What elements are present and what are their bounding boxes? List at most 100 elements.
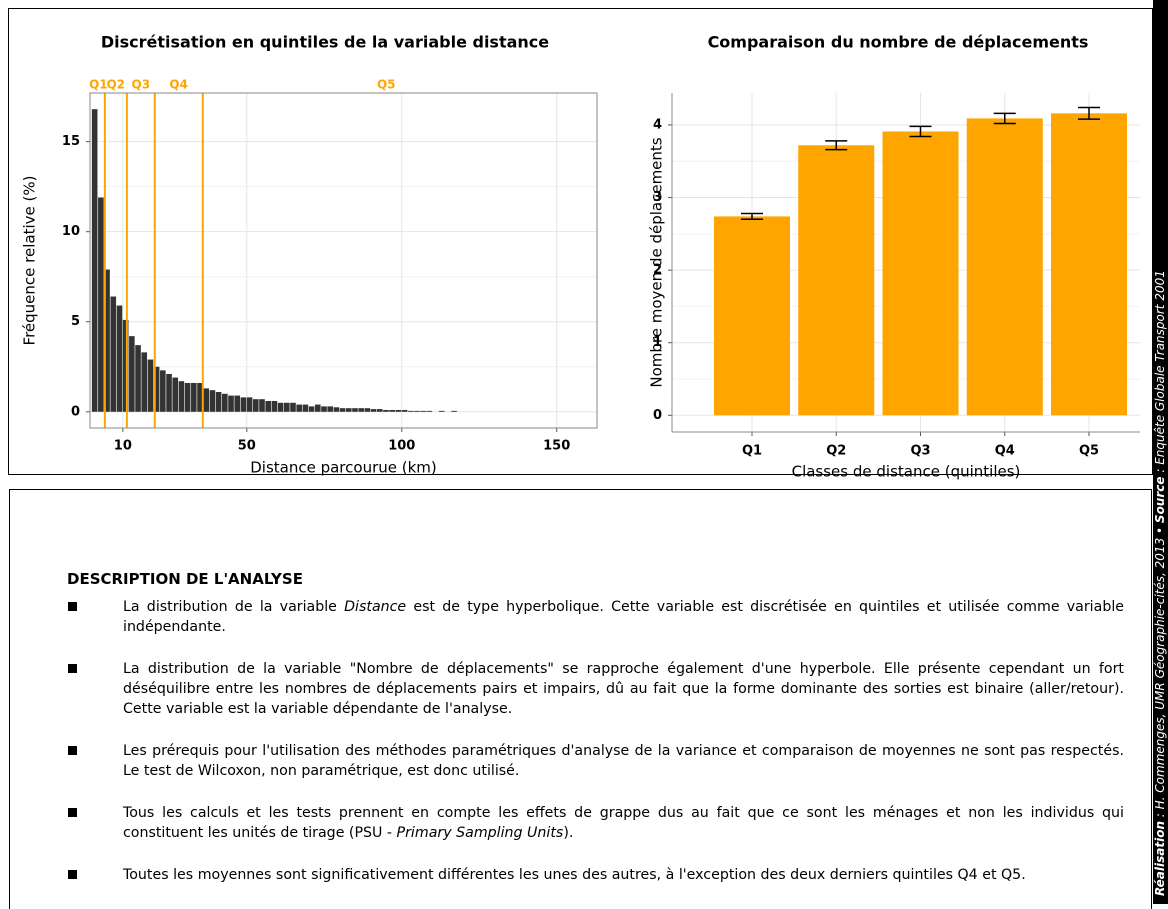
histogram-bar (203, 388, 210, 412)
histogram-bar (191, 382, 197, 412)
y-tick-label: 2 (653, 263, 662, 278)
bullet-square (68, 870, 77, 879)
histogram-bar (302, 404, 309, 412)
chart-title: Comparaison du nombre de déplacements (708, 33, 1089, 52)
y-axis-title: Fréquence relative (%) (21, 176, 39, 346)
histogram-bar (259, 399, 265, 412)
bullet-text: Tous les calculs et les tests prennent e… (123, 805, 1124, 841)
histogram-bar (215, 391, 222, 412)
quintile-label: Q5 (377, 78, 396, 92)
histogram-bar (234, 395, 241, 412)
bullet-text: Primary Sampling Units (396, 825, 564, 841)
x-tick-label: 100 (388, 439, 415, 454)
histogram-bar (296, 404, 302, 412)
histogram-bar (376, 409, 383, 412)
histogram-bar (364, 408, 371, 412)
bullet-text: Toutes les moyennes sont significativeme… (123, 867, 1026, 883)
histogram-bar (420, 410, 426, 412)
y-tick-label: 0 (71, 404, 80, 419)
histogram-bar (407, 410, 414, 412)
histogram-bar (91, 109, 98, 412)
quintile-label: Q2 (106, 78, 125, 92)
histogram-bar (209, 390, 216, 412)
bullet: La distribution de la variable Distance … (68, 597, 1124, 637)
y-tick-label: 15 (62, 134, 80, 149)
chart-title: Discrétisation en quintiles de la variab… (101, 33, 549, 52)
histogram-bar (383, 409, 389, 412)
histogram-bar (197, 382, 203, 412)
histogram-bar (104, 269, 110, 412)
credit-strip: Réalisation : H. Commenges, UMR Géograph… (1153, 0, 1168, 904)
bullet-list: La distribution de la variable Distance … (68, 597, 1124, 907)
bullet-text: ). (563, 825, 574, 841)
bullet-text: est de type hyperbolique. Cette variable… (123, 599, 1124, 635)
x-tick-label: 50 (238, 439, 256, 454)
bullet-text: Les prérequis pour l'utilisation des mét… (123, 743, 1124, 779)
plot-background (90, 93, 597, 428)
credit-text: : Enquête Globale Transport 2001 (1153, 270, 1167, 477)
bullet-text: Distance (344, 599, 407, 615)
bar (798, 145, 875, 416)
quintile-label: Q4 (169, 78, 188, 92)
histogram-bar (228, 395, 234, 412)
histogram-bar (265, 400, 272, 412)
histogram-bar (222, 393, 228, 412)
histogram-bar (178, 381, 185, 412)
bullet: Les prérequis pour l'utilisation des mét… (68, 741, 1124, 781)
histogram-bar (271, 400, 278, 412)
histogram-bar (240, 397, 247, 412)
histogram-bar (414, 410, 420, 412)
bullet-text: La distribution de la variable "Nombre d… (123, 661, 1124, 717)
bar (882, 131, 959, 416)
histogram-bar (153, 366, 160, 412)
histogram-bar (110, 296, 117, 412)
x-tick-label: 10 (114, 439, 132, 454)
histogram-bar (129, 336, 135, 412)
bar (714, 216, 790, 416)
histogram-bar (370, 409, 377, 412)
histogram-bar (135, 345, 141, 412)
quintile-label: Q3 (132, 78, 151, 92)
y-tick-label: 0 (653, 408, 662, 423)
x-axis-title: Distance parcourue (km) (250, 459, 437, 477)
histogram-bar (166, 373, 172, 412)
x-axis-title: Classes de distance (quintiles) (792, 463, 1021, 481)
histogram-bar (314, 404, 321, 412)
credit: Réalisation : H. Commenges, UMR Géograph… (1153, 270, 1167, 896)
histogram-bar (426, 410, 433, 412)
plot-border (89, 92, 598, 429)
bullet-square (68, 664, 77, 673)
bar (966, 118, 1043, 416)
histogram-bar (160, 370, 166, 412)
x-tick-label: 150 (543, 439, 570, 454)
x-tick-label: Q1 (742, 444, 762, 459)
description-panel: DESCRIPTION DE L'ANALYSE La distribution… (9, 489, 1152, 909)
histogram-bar (308, 406, 315, 412)
histogram-bar (389, 409, 395, 412)
bullet-square (68, 746, 77, 755)
histogram-bar (116, 305, 123, 412)
credit-text: : H. Commenges, UMR Géographie-cités, 20… (1153, 523, 1167, 822)
histogram-bar (352, 408, 358, 412)
credit-text: Réalisation (1153, 821, 1167, 896)
charts: 0 5 10 15 Discrétisation en quintiles de la … (8, 8, 1153, 481)
histogram-bar (345, 408, 352, 412)
bullet-text: La distribution de la variable (123, 599, 345, 615)
histogram-bar (438, 410, 445, 412)
y-tick-label: 10 (62, 224, 80, 239)
bullet: Tous les calculs et les tests prennent e… (68, 803, 1124, 843)
y-tick-label: 5 (71, 314, 80, 329)
credit-text: Source (1153, 476, 1167, 524)
histogram-bar (395, 409, 402, 412)
histogram-bar (184, 382, 191, 412)
bullet: La distribution de la variable "Nombre d… (68, 659, 1124, 719)
histogram-bar (122, 319, 129, 412)
histogram-bar (283, 402, 290, 412)
y-axis-title: Nombre moyen de déplacements (648, 137, 666, 387)
y-tick-label: 4 (653, 117, 662, 132)
histogram-bar (327, 406, 333, 412)
histogram-bar (147, 359, 154, 412)
histogram-bar (141, 352, 148, 412)
histogram-bar (253, 399, 259, 412)
